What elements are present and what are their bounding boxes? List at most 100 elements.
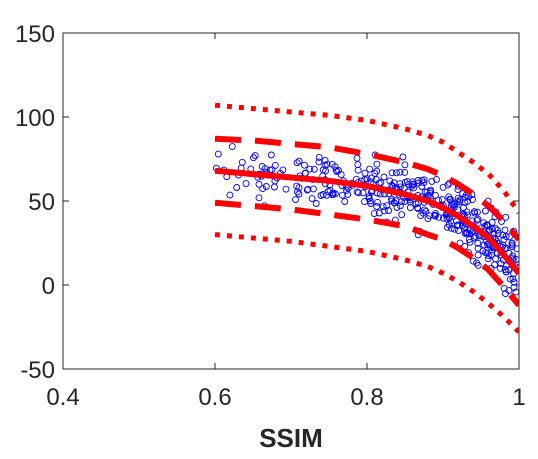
data-point <box>388 169 396 177</box>
data-point <box>464 211 471 219</box>
data-point <box>303 186 311 194</box>
data-point <box>412 200 420 208</box>
data-point <box>367 200 375 207</box>
data-point <box>255 194 263 202</box>
data-point <box>470 208 478 216</box>
y-tick-label: -50 <box>20 357 55 384</box>
data-point <box>335 166 342 174</box>
data-point <box>401 168 409 176</box>
data-point <box>474 244 482 252</box>
data-point <box>306 165 314 173</box>
data-point <box>410 180 418 188</box>
data-point <box>251 152 259 160</box>
data-point <box>270 183 278 191</box>
data-point <box>508 243 516 251</box>
data-point <box>338 191 346 199</box>
data-point <box>390 179 398 187</box>
data-point <box>373 160 381 168</box>
data-point <box>267 151 275 159</box>
data-point <box>386 177 394 185</box>
data-point <box>473 208 481 216</box>
data-point <box>361 176 369 183</box>
data-point <box>414 205 422 213</box>
data-point <box>431 191 439 199</box>
data-point <box>454 221 462 229</box>
data-point <box>435 213 443 221</box>
data-point <box>295 157 303 165</box>
data-point <box>509 275 517 283</box>
outer-bound-lower-line <box>214 232 519 334</box>
data-point <box>319 191 327 198</box>
data-point <box>421 206 429 214</box>
data-point <box>505 266 512 274</box>
data-point <box>471 232 479 240</box>
data-point <box>250 154 257 162</box>
data-point <box>474 215 482 223</box>
data-point <box>380 173 388 181</box>
data-point <box>446 195 454 203</box>
data-point <box>396 183 404 191</box>
data-point <box>419 209 427 217</box>
data-point <box>445 221 453 229</box>
data-point <box>233 184 241 191</box>
data-point <box>420 176 428 184</box>
data-point <box>491 261 498 269</box>
y-tick-label: 100 <box>15 105 55 132</box>
data-point <box>315 153 323 161</box>
data-point <box>421 188 429 196</box>
data-point <box>344 190 352 198</box>
x-tick-label: 1 <box>512 384 525 411</box>
inner-bound-lower-line <box>214 199 519 308</box>
data-point <box>371 169 379 177</box>
axes-box <box>62 32 520 370</box>
data-point <box>474 261 482 269</box>
data-point <box>474 251 482 259</box>
data-point <box>473 216 481 224</box>
data-point <box>424 215 432 223</box>
data-point <box>321 161 329 169</box>
data-point <box>312 200 320 207</box>
data-point <box>409 181 417 189</box>
plot-marks <box>212 102 519 334</box>
data-point <box>354 189 362 197</box>
data-point <box>374 198 381 206</box>
data-point <box>293 159 301 167</box>
data-point <box>379 203 387 211</box>
data-point <box>480 241 488 249</box>
data-point <box>354 161 362 169</box>
inner-bound-upper-line <box>214 135 519 242</box>
x-axis-label: SSIM <box>259 423 323 453</box>
data-point <box>293 188 301 196</box>
data-point <box>295 190 303 198</box>
data-point <box>282 185 290 193</box>
data-point <box>255 180 263 188</box>
data-point <box>262 183 270 190</box>
data-point <box>399 153 407 161</box>
data-point <box>333 168 341 176</box>
data-point <box>228 143 236 151</box>
data-point <box>410 184 418 192</box>
data-point <box>304 185 312 193</box>
data-point <box>373 167 381 175</box>
data-point <box>439 183 447 191</box>
data-point <box>496 264 504 272</box>
data-point <box>373 203 381 210</box>
data-point <box>456 198 464 206</box>
data-point <box>433 175 440 183</box>
y-tick-label: 0 <box>42 273 55 300</box>
data-point <box>513 245 519 253</box>
data-point <box>370 210 378 218</box>
data-point <box>354 166 362 174</box>
data-point <box>454 194 462 202</box>
data-point <box>449 201 457 209</box>
data-point <box>315 158 323 166</box>
axis-ticks: 0.4 0.6 0.8 1 -50 0 50 100 150 <box>15 21 526 411</box>
data-point <box>242 180 250 188</box>
data-point <box>388 181 396 189</box>
data-point <box>398 211 406 219</box>
data-point <box>509 252 517 260</box>
data-point <box>310 165 318 173</box>
x-tick-label: 0.6 <box>198 384 231 411</box>
data-point <box>367 174 375 182</box>
data-point <box>483 221 491 229</box>
